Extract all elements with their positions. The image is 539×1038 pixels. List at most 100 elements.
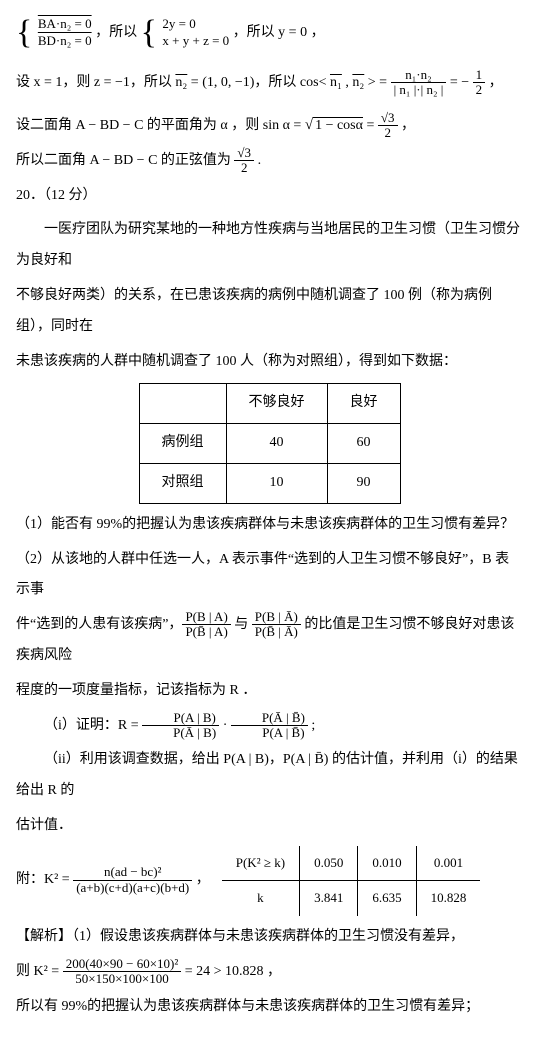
text: 件“选到的人患有该疾病”， bbox=[16, 617, 182, 632]
col-header: 不够良好 bbox=[226, 384, 327, 424]
text: = (1, 0, −1)，所以 cos< bbox=[187, 75, 330, 90]
conclusion: 所以有 99%的把握认为患该疾病群体与未患该疾病群体的卫生习惯有差异； bbox=[16, 992, 523, 1023]
text: = bbox=[363, 118, 378, 133]
system-2: 2y = 0 x + y + z = 0 bbox=[162, 16, 229, 50]
paragraph: 不够良好两类）的关系，在已患该疾病的病例中随机调查了 100 例（称为病例组），… bbox=[16, 281, 523, 343]
sys2b: x + y + z = 0 bbox=[162, 33, 229, 50]
fraction: P(A | B)P(Ā | B) bbox=[142, 711, 219, 741]
cell: 3.841 bbox=[300, 881, 358, 916]
table-row: k 3.841 6.635 10.828 bbox=[222, 881, 481, 916]
row-header: 对照组 bbox=[139, 464, 226, 504]
question-20-header: 20．（12 分） bbox=[16, 181, 523, 212]
cell: 40 bbox=[226, 424, 327, 464]
text: > = bbox=[364, 75, 390, 90]
text: ， bbox=[485, 75, 503, 90]
text: = − bbox=[446, 75, 472, 90]
cell: k bbox=[222, 881, 300, 916]
fraction: 200(40×90 − 60×10)²50×150×100×100 bbox=[63, 957, 182, 987]
question-2a: （2）从该地的人群中任选一人，A 表示事件“选到的人卫生习惯不够良好”，B 表示… bbox=[16, 545, 523, 607]
table-row: 病例组 40 60 bbox=[139, 424, 400, 464]
denominator: 50×150×100×100 bbox=[63, 972, 182, 986]
col-header: 良好 bbox=[327, 384, 400, 424]
text: 附：K² = bbox=[16, 873, 73, 888]
cell: P(K² ≥ k) bbox=[222, 846, 300, 881]
numerator: 200(40×90 − 60×10)² bbox=[63, 957, 182, 972]
paragraph: 未患该疾病的人群中随机调查了 100 人（称为对照组），得到如下数据： bbox=[16, 347, 523, 378]
fraction: P(Ā | B̄)P(A | B̄) bbox=[231, 711, 308, 741]
appendix-row: 附：K² = n(ad − bc)²(a+b)(c+d)(a+c)(b+d) ，… bbox=[16, 846, 523, 916]
vec-n2b: n₂ bbox=[352, 75, 364, 90]
text: . bbox=[254, 153, 261, 168]
left-brace-icon: { bbox=[16, 16, 32, 50]
row-header: 病例组 bbox=[139, 424, 226, 464]
text: 设 x = 1，则 z = −1，所以 bbox=[16, 75, 175, 90]
text: ; bbox=[308, 718, 315, 733]
text: , bbox=[342, 75, 353, 90]
fraction: √32 bbox=[378, 111, 398, 141]
sqrt-expr: 1 − cosα bbox=[313, 117, 363, 133]
vec-n2: n₂ bbox=[175, 75, 187, 90]
text: 则 K² = bbox=[16, 964, 63, 979]
denominator: 2 bbox=[473, 83, 486, 97]
numerator: P(Ā | B̄) bbox=[231, 711, 308, 726]
fraction: 12 bbox=[473, 68, 486, 98]
ii-line-a: （ii）利用该调查数据，给出 P(A | B)，P(A | B̄) 的估计值，并… bbox=[16, 745, 523, 807]
denominator: P(B̄ | A) bbox=[182, 625, 230, 639]
sys2a: 2y = 0 bbox=[162, 16, 229, 33]
cell: 10.828 bbox=[416, 881, 480, 916]
cell-blank bbox=[139, 384, 226, 424]
denominator: 2 bbox=[234, 161, 254, 175]
text: 所以二面角 A − BD − C 的正弦值为 bbox=[16, 153, 234, 168]
fraction: n(ad − bc)²(a+b)(c+d)(a+c)(b+d) bbox=[73, 865, 192, 895]
cell: 0.050 bbox=[300, 846, 358, 881]
text: 与 bbox=[231, 617, 252, 632]
vec-n1: n₁ bbox=[330, 75, 342, 90]
sys1a: BA·n₂ = 0 bbox=[38, 16, 92, 31]
fraction: √32 bbox=[234, 146, 254, 176]
numerator: P(A | B) bbox=[142, 711, 219, 726]
question-2c: 程度的一项度量指标，记该指标为 R ． bbox=[16, 676, 523, 707]
numerator: √3 bbox=[378, 111, 398, 126]
denominator: (a+b)(c+d)(a+c)(b+d) bbox=[73, 881, 192, 895]
equation-system: { BA·n₂ = 0 BD·n₂ = 0 ，所以 { 2y = 0 x + y… bbox=[16, 16, 523, 50]
k2-compute: 则 K² = 200(40×90 − 60×10)²50×150×100×100… bbox=[16, 957, 523, 988]
left-brace-icon: { bbox=[141, 16, 157, 50]
question-2b: 件“选到的人患有该疾病”，P(B | A)P(B̄ | A) 与 P(B | Ā… bbox=[16, 610, 523, 672]
text: ，所以 bbox=[95, 25, 137, 40]
fraction: n₁·n₂| n₁ |·| n₂ | bbox=[391, 68, 447, 98]
k-table: P(K² ≥ k) 0.050 0.010 0.001 k 3.841 6.63… bbox=[222, 846, 481, 916]
text: ，所以 y = 0 ， bbox=[233, 25, 325, 40]
denominator: P(A | B̄) bbox=[231, 726, 308, 740]
text: ， bbox=[398, 118, 416, 133]
numerator: P(B | Ā) bbox=[252, 610, 301, 625]
numerator: n₁·n₂ bbox=[391, 68, 447, 83]
sys1b: BD·n₂ = 0 bbox=[38, 33, 92, 48]
numerator: n(ad − bc)² bbox=[73, 865, 192, 880]
ii-line-b: 估计值． bbox=[16, 811, 523, 842]
line-set-x: 设 x = 1，则 z = −1，所以 n₂ = (1, 0, −1)，所以 c… bbox=[16, 68, 523, 99]
numerator: 1 bbox=[473, 68, 486, 83]
numerator: √3 bbox=[234, 146, 254, 161]
line-so-sine: 所以二面角 A − BD − C 的正弦值为 √32 . bbox=[16, 146, 523, 177]
cell: 6.635 bbox=[358, 881, 416, 916]
data-table: 不够良好 良好 病例组 40 60 对照组 10 90 bbox=[139, 383, 401, 503]
prove-line: （i）证明：R = P(A | B)P(Ā | B) · P(Ā | B̄)P(… bbox=[16, 711, 523, 742]
text: 设二面角 A − BD − C 的平面角为 α ，则 sin α = bbox=[16, 118, 305, 133]
system-1: BA·n₂ = 0 BD·n₂ = 0 bbox=[38, 16, 92, 50]
cell: 10 bbox=[226, 464, 327, 504]
fraction: P(B | A)P(B̄ | A) bbox=[182, 610, 230, 640]
fraction: P(B | Ā)P(B̄ | Ā) bbox=[252, 610, 301, 640]
denominator: P(B̄ | Ā) bbox=[252, 625, 301, 639]
denominator: 2 bbox=[378, 126, 398, 140]
denominator: P(Ā | B) bbox=[142, 726, 219, 740]
line-dihedral: 设二面角 A − BD − C 的平面角为 α ，则 sin α = √1 − … bbox=[16, 109, 523, 142]
text: · bbox=[219, 718, 231, 733]
denominator: | n₁ |·| n₂ | bbox=[391, 83, 447, 97]
table-row: 对照组 10 90 bbox=[139, 464, 400, 504]
analysis-header: 【解析】（1）假设患该疾病群体与未患该疾病群体的卫生习惯没有差异， bbox=[16, 922, 523, 953]
question-1: （1）能否有 99%的把握认为患该疾病群体与未患该疾病群体的卫生习惯有差异？ bbox=[16, 510, 523, 541]
text: = 24 > 10.828 ， bbox=[181, 964, 281, 979]
text: （i）证明：R = bbox=[44, 718, 142, 733]
radical-icon: √ bbox=[305, 117, 313, 133]
table-row: P(K² ≥ k) 0.050 0.010 0.001 bbox=[222, 846, 481, 881]
